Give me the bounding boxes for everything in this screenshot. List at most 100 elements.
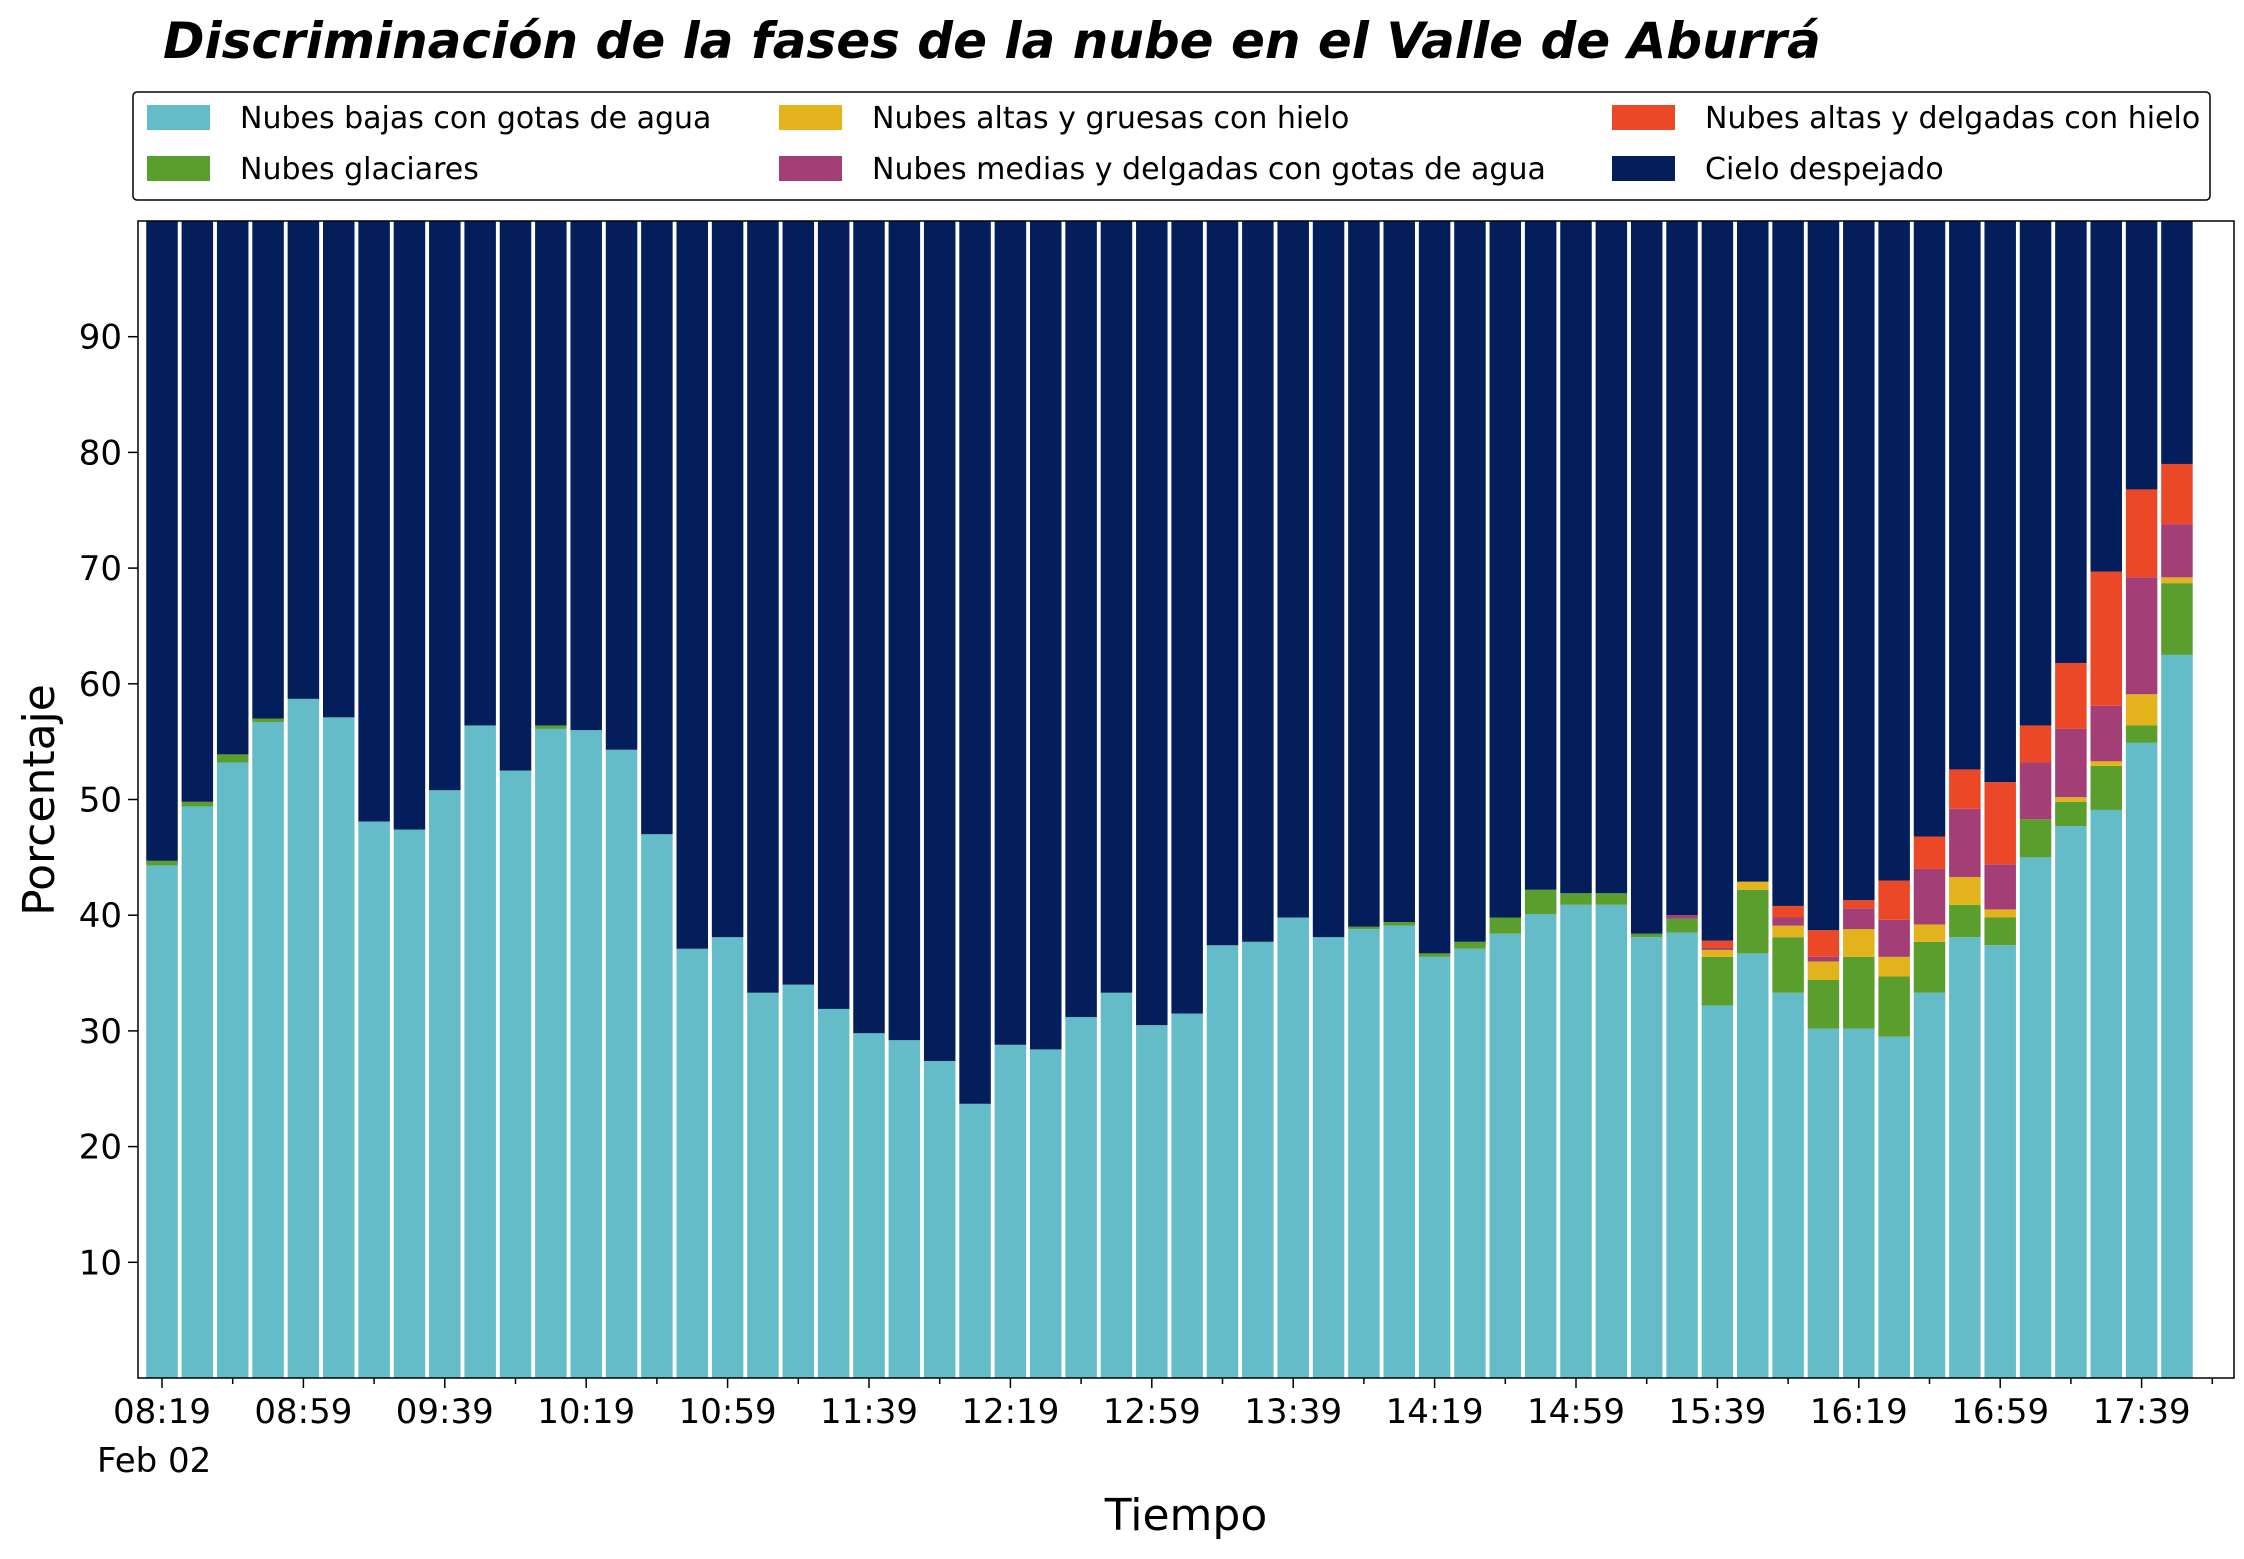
bar-segment xyxy=(1913,924,1946,942)
bar-segment xyxy=(641,834,673,1378)
y-tick-label: 20 xyxy=(79,1128,122,1168)
bar-segment xyxy=(216,762,249,1378)
y-tick-label: 60 xyxy=(79,665,122,705)
bar-segment xyxy=(959,1103,991,1378)
bar-segment xyxy=(1136,221,1168,1026)
bar-segment xyxy=(2055,826,2087,1378)
y-axis-label: Porcentaje xyxy=(14,684,65,916)
bar-segment xyxy=(1100,221,1133,993)
legend-label: Nubes medias y delgadas con gotas de agu… xyxy=(872,152,1546,187)
bar-segment xyxy=(535,725,567,729)
bar-segment xyxy=(181,801,214,807)
x-tick-label: 12:59 xyxy=(1103,1392,1201,1432)
bar-segment xyxy=(287,698,320,1378)
bar-segment xyxy=(1065,221,1097,1018)
bar-segment xyxy=(2125,694,2158,726)
bar-segment xyxy=(888,1040,921,1378)
bar-segment xyxy=(1418,953,1451,957)
bar-segment xyxy=(641,221,673,835)
legend-item: Nubes altas y gruesas con hielo xyxy=(779,101,1349,136)
bar-segment xyxy=(1666,915,1698,919)
x-tick-label: 13:39 xyxy=(1244,1392,1342,1432)
bar-segment xyxy=(1383,922,1415,926)
bar-segment xyxy=(1701,949,1734,957)
bar-segment xyxy=(2055,728,2087,798)
bar-segment xyxy=(1666,918,1698,933)
y-tick-label: 90 xyxy=(79,318,122,358)
bar-segment xyxy=(1878,1036,1910,1378)
x-tick-label: 10:59 xyxy=(679,1392,777,1432)
bar-segment xyxy=(1913,992,1946,1378)
bar-segment xyxy=(1206,221,1239,946)
x-date-label: Feb 02 xyxy=(97,1441,211,1481)
bar-segment xyxy=(1737,953,1769,1378)
bar-segment xyxy=(1701,221,1734,941)
bar-segment xyxy=(393,221,426,830)
bar-segment xyxy=(1984,864,2016,910)
bar-segment xyxy=(1489,221,1522,918)
bar-segment xyxy=(1206,945,1239,1378)
bar-segment xyxy=(853,1033,885,1378)
bar-segment xyxy=(2161,463,2193,525)
y-tick-label: 30 xyxy=(79,1012,122,1052)
bar-segment xyxy=(1630,933,1663,938)
bar-segment xyxy=(570,221,602,731)
bar-segment xyxy=(1737,889,1769,954)
chart-title: Discriminación de la fases de la nube en… xyxy=(163,12,1821,70)
bar-segment xyxy=(1984,917,2016,946)
bar-segment xyxy=(1595,904,1628,1378)
bar-segment xyxy=(2125,742,2158,1378)
bar-segment xyxy=(1348,926,1380,930)
legend-item: Cielo despejado xyxy=(1612,152,1944,187)
bar-segment xyxy=(1524,914,1557,1378)
bar-segment xyxy=(2055,801,2087,827)
x-tick-label: 14:59 xyxy=(1527,1392,1625,1432)
bar-segment xyxy=(1666,221,1698,916)
bar-segment xyxy=(1878,880,1910,920)
bar-segment xyxy=(1666,932,1698,1378)
legend-item: Nubes medias y delgadas con gotas de agu… xyxy=(779,152,1546,187)
bar-segment xyxy=(358,821,390,1378)
bar-segment xyxy=(2125,489,2158,578)
bar-segment xyxy=(1595,893,1628,905)
bar-segment xyxy=(1630,221,1663,934)
bar-segment xyxy=(499,770,532,1378)
bar-segment xyxy=(2161,221,2193,464)
bar-segment xyxy=(1560,904,1592,1378)
bar-segment xyxy=(2090,705,2122,762)
bar-segment xyxy=(252,718,284,722)
bar-segment xyxy=(1807,961,1840,980)
bar-segment xyxy=(181,221,214,802)
legend-swatch xyxy=(779,105,842,130)
bar-segment xyxy=(1843,908,1875,930)
bar-segment xyxy=(2019,221,2052,726)
bar-segment xyxy=(1383,221,1415,923)
bar-segment xyxy=(146,865,178,1378)
legend-label: Nubes altas y gruesas con hielo xyxy=(872,101,1349,136)
bar-segment xyxy=(1772,221,1804,906)
y-tick-label: 80 xyxy=(79,433,122,473)
bar-segment xyxy=(2125,221,2158,490)
y-tick-label: 50 xyxy=(79,781,122,821)
bar-segment xyxy=(2055,797,2087,802)
legend-label: Nubes glaciares xyxy=(240,152,479,187)
bar-segment xyxy=(1348,929,1380,1378)
bar-segment xyxy=(1418,221,1451,954)
bar-segment xyxy=(711,937,744,1378)
legend-swatch xyxy=(147,156,210,181)
bar-segment xyxy=(1737,221,1769,882)
x-tick-label: 14:19 xyxy=(1386,1392,1484,1432)
x-tick-label: 08:19 xyxy=(113,1392,211,1432)
bar-segment xyxy=(2090,221,2122,572)
bar-segment xyxy=(287,221,320,699)
x-tick-label: 08:59 xyxy=(254,1392,352,1432)
bar-segment xyxy=(1949,769,1981,809)
bar-segment xyxy=(1843,956,1875,1029)
bar-segment xyxy=(1489,933,1522,1378)
bar-segment xyxy=(782,221,815,985)
bar-segment xyxy=(1100,992,1133,1378)
bar-segment xyxy=(429,221,461,791)
bar-segment xyxy=(994,221,1027,1045)
bar-segment xyxy=(1312,221,1345,938)
legend-frame xyxy=(132,91,2211,201)
